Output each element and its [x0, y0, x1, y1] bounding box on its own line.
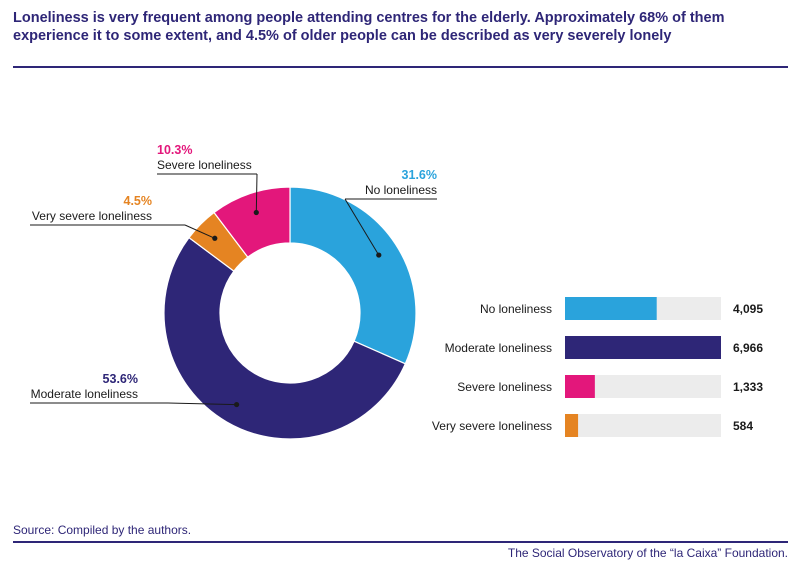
leader-line-severe-loneliness [255, 173, 258, 213]
bar-chart: No loneliness 4,095 Moderate loneliness 6,9… [432, 297, 763, 437]
donut-labels: 31.6%No loneliness 53.6%Moderate loneline… [30, 143, 437, 408]
bar-moderate-loneliness [565, 336, 721, 359]
slice-label-no-loneliness: No loneliness [365, 183, 437, 197]
bottom-divider [13, 541, 788, 543]
slice-label-moderate-loneliness: Moderate loneliness [31, 387, 138, 401]
bar-value-no-loneliness: 4,095 [733, 302, 763, 316]
top-divider [13, 66, 788, 68]
donut-slice-moderate-loneliness [163, 236, 407, 440]
bar-value-moderate-loneliness: 6,966 [733, 341, 763, 355]
bar-severe-loneliness [565, 375, 595, 398]
bar-track-severe-loneliness [565, 375, 721, 398]
pct-label-moderate-loneliness: 53.6% [103, 372, 138, 386]
bar-track-very-severe-loneliness [565, 414, 721, 437]
pct-label-no-loneliness: 31.6% [402, 168, 437, 182]
chart-title: Loneliness is very frequent among people… [13, 10, 725, 44]
footer-credit: The Social Observatory of the “la Caixa”… [507, 546, 788, 560]
bar-value-very-severe-loneliness: 584 [733, 419, 753, 433]
slice-label-very-severe-loneliness: Very severe loneliness [32, 209, 152, 223]
source-note: Source: Compiled by the authors. [13, 523, 192, 537]
bar-very-severe-loneliness [565, 414, 579, 437]
pct-label-very-severe-loneliness: 4.5% [124, 194, 153, 208]
leader-line-no-loneliness [344, 198, 380, 256]
leader-line-very-severe-loneliness [184, 224, 216, 239]
bar-category-severe-loneliness: Severe loneliness [457, 380, 552, 394]
bar-no-loneliness [565, 297, 657, 320]
slice-label-severe-loneliness: Severe loneliness [157, 158, 252, 172]
bar-value-severe-loneliness: 1,333 [733, 380, 763, 394]
donut-slice-severe-loneliness [213, 186, 291, 258]
donut-slice-no-loneliness [289, 186, 417, 365]
bar-category-very-severe-loneliness: Very severe loneliness [432, 419, 552, 433]
leader-line-moderate-loneliness [167, 402, 237, 406]
bar-category-moderate-loneliness: Moderate loneliness [445, 341, 552, 355]
pct-label-severe-loneliness: 10.3% [157, 143, 192, 157]
donut-chart [163, 186, 417, 440]
bar-category-no-loneliness: No loneliness [480, 302, 552, 316]
